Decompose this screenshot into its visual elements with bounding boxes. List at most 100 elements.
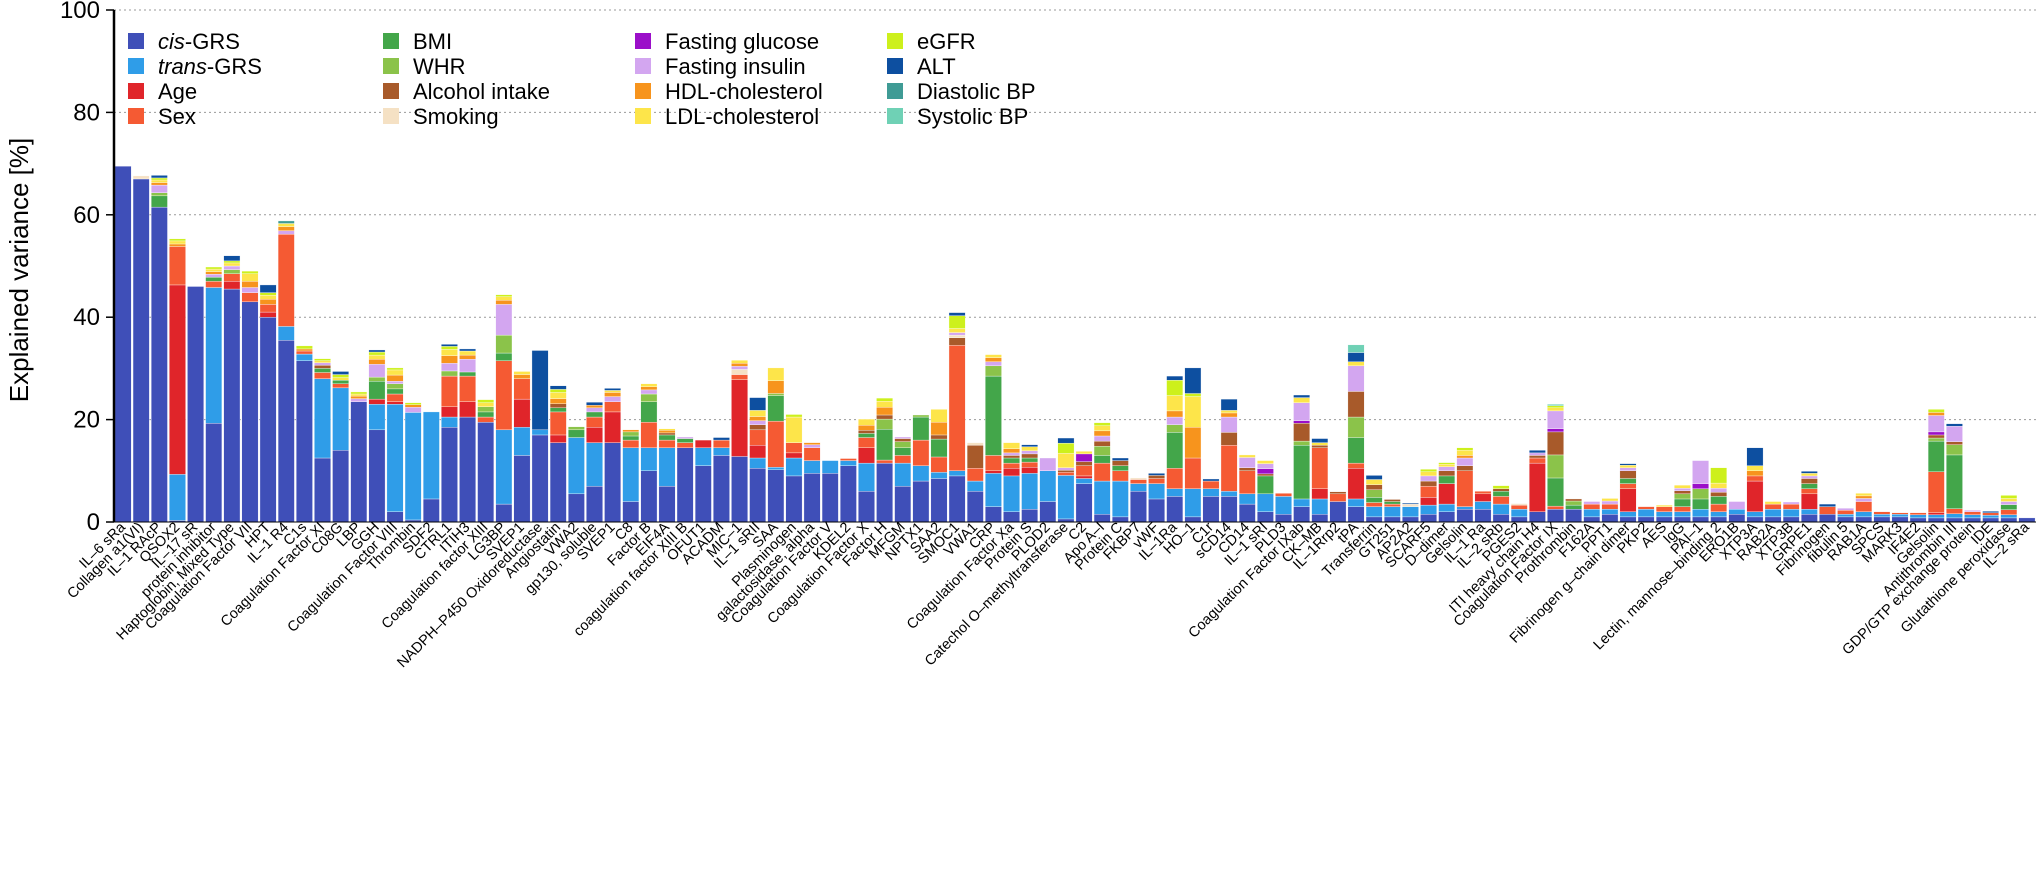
bar-segment-HDL bbox=[241, 281, 259, 288]
bar-segment-eGFR bbox=[1184, 393, 1202, 397]
bar-stack bbox=[1202, 478, 1220, 523]
bar-segment-transGRS bbox=[1837, 514, 1854, 518]
bar-stack bbox=[1057, 437, 1075, 523]
bar-segment-Alcohol bbox=[1492, 488, 1510, 492]
bar-segment-cisGRS bbox=[1329, 501, 1347, 523]
bar-segment-cisGRS bbox=[1202, 496, 1220, 523]
bar-stack bbox=[368, 349, 386, 523]
bar-segment-BMI bbox=[1619, 478, 1637, 484]
bar-segment-transGRS bbox=[640, 447, 658, 471]
bar-segment-Sex bbox=[749, 429, 767, 446]
bar-segment-transGRS bbox=[1655, 511, 1673, 518]
bar-segment-Age bbox=[604, 411, 621, 443]
bar-segment-HDL bbox=[1184, 427, 1202, 459]
legend-label: WHR bbox=[413, 54, 466, 79]
bar-segment-cisGRS bbox=[694, 465, 712, 523]
bar-segment-Sex bbox=[1946, 508, 1963, 514]
legend-item-LDL: LDL-cholesterol bbox=[635, 104, 819, 129]
bar-stack bbox=[1075, 451, 1093, 523]
bar-segment-transGRS bbox=[1674, 511, 1691, 518]
bar-segment-LDL bbox=[731, 360, 748, 364]
bar-segment-LDL bbox=[169, 240, 186, 245]
bar-segment-LDL bbox=[495, 296, 513, 301]
bar-segment-BMI bbox=[1692, 498, 1709, 510]
bar-segment-transGRS bbox=[1891, 514, 1909, 518]
bar-segment-eGFR bbox=[169, 238, 186, 242]
bar-segment-Sex bbox=[1148, 478, 1165, 484]
bar-segment-BMI bbox=[894, 447, 912, 456]
bar-segment-Alcohol bbox=[314, 365, 331, 369]
bar-segment-cisGRS bbox=[749, 468, 767, 523]
bar-stack bbox=[1456, 447, 1474, 523]
legend-item-Sex: Sex bbox=[128, 104, 196, 129]
bar-segment-Sex bbox=[1311, 447, 1329, 489]
bar-stack bbox=[1148, 473, 1165, 523]
bar-stack bbox=[876, 397, 893, 523]
bar-segment-transGRS bbox=[1619, 511, 1637, 518]
bar-segment-FastingInsulin bbox=[1855, 498, 1873, 502]
bar-segment-BMI bbox=[477, 411, 495, 418]
bar-segment-ALT bbox=[1311, 438, 1329, 443]
bar-segment-HDL bbox=[1855, 495, 1873, 499]
bar-segment-eGFR bbox=[205, 266, 223, 270]
bar-stack bbox=[296, 345, 313, 523]
bar-segment-LDL bbox=[1075, 451, 1093, 455]
bar-segment-FastingInsulin bbox=[1438, 466, 1456, 471]
bar-segment-WHR bbox=[495, 334, 513, 354]
bar-segment-eGFR bbox=[2000, 495, 2018, 499]
bar-segment-WHR bbox=[912, 414, 930, 418]
bar-segment-SystolicBP bbox=[1547, 404, 1564, 406]
bar-segment-FastingGlucose bbox=[1257, 468, 1274, 475]
bar-segment-HDL bbox=[1003, 448, 1020, 454]
bar-segment-Sex bbox=[1873, 511, 1891, 515]
bar-segment-cisGRS bbox=[296, 360, 313, 523]
bar-segment-WHR bbox=[876, 418, 893, 430]
bar-segment-Age bbox=[1003, 468, 1020, 477]
bar-segment-Alcohol bbox=[1927, 434, 1945, 439]
bar-stack bbox=[241, 270, 259, 523]
bar-segment-FastingInsulin bbox=[1547, 410, 1564, 429]
bar-segment-BMI bbox=[368, 381, 386, 400]
bar-segment-transGRS bbox=[785, 457, 803, 477]
bar-segment-cisGRS bbox=[785, 475, 803, 523]
bar-segment-FastingInsulin bbox=[223, 265, 241, 270]
bar-segment-FastingInsulin bbox=[368, 364, 386, 378]
bar-segment-ALT bbox=[1057, 437, 1075, 444]
bar-stack bbox=[1293, 394, 1310, 523]
bar-segment-BMI bbox=[858, 433, 875, 438]
bar-segment-transGRS bbox=[1293, 498, 1310, 507]
legend-swatch bbox=[128, 33, 144, 49]
bar-segment-transGRS bbox=[586, 442, 603, 487]
bar-segment-cisGRS bbox=[622, 501, 640, 523]
bar-segment-HDL bbox=[350, 395, 368, 399]
bar-stack bbox=[1402, 502, 1419, 523]
bar-segment-Sex bbox=[1111, 470, 1129, 482]
bar-segment-Sex bbox=[985, 455, 1002, 471]
bar-segment-Sex bbox=[1347, 462, 1365, 469]
bar-segment-Alcohol bbox=[1946, 441, 1963, 445]
bar-segment-cisGRS bbox=[876, 462, 893, 523]
bar-stack bbox=[277, 220, 295, 523]
bar-segment-BMI bbox=[386, 388, 404, 395]
legend-label: Sex bbox=[158, 104, 196, 129]
bar-segment-FastingGlucose bbox=[1075, 453, 1093, 462]
bar-segment-Sex bbox=[640, 421, 658, 448]
legend-item-Alcohol: Alcohol intake bbox=[383, 79, 550, 104]
bar-segment-eGFR bbox=[1492, 485, 1510, 489]
bar-segment-transGRS bbox=[2000, 514, 2018, 519]
bar-segment-cisGRS bbox=[332, 450, 349, 523]
bar-segment-FastingInsulin bbox=[1728, 501, 1746, 510]
bar-stack bbox=[513, 371, 531, 523]
bar-segment-Sex bbox=[1420, 485, 1437, 498]
bar-segment-FastingInsulin bbox=[386, 381, 404, 384]
bar-segment-Alcohol bbox=[1619, 470, 1637, 479]
bar-stack bbox=[1855, 493, 1873, 523]
bar-segment-transGRS bbox=[985, 473, 1002, 507]
bar-segment-WHR bbox=[1365, 489, 1383, 498]
bar-segment-BMI bbox=[1347, 437, 1365, 464]
bar-segment-transGRS bbox=[1982, 515, 2000, 519]
bar-segment-Alcohol bbox=[1674, 490, 1691, 495]
bar-segment-Age bbox=[694, 439, 712, 448]
bar-segment-Alcohol bbox=[1420, 480, 1437, 487]
bar-segment-transGRS bbox=[1021, 473, 1039, 510]
